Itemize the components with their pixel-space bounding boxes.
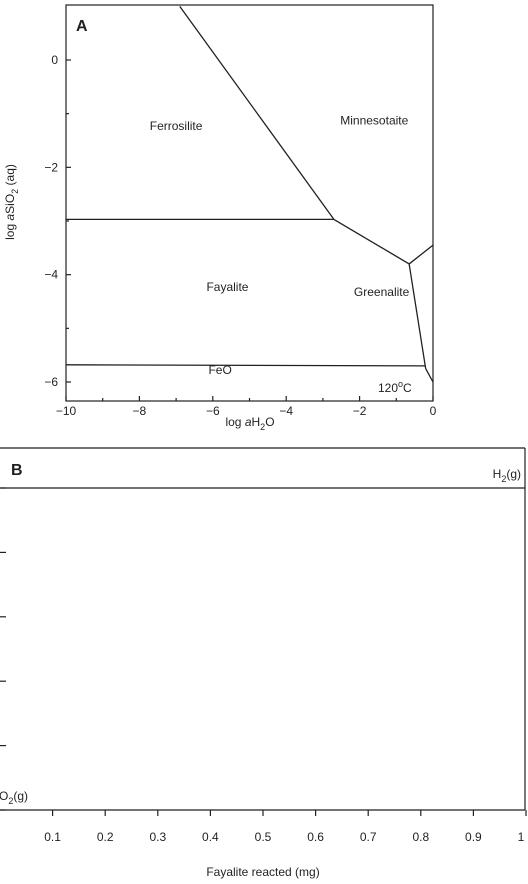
panel-b: 0.1 0.2 0.3 0.4 0.5 0.6 0.7 0.8 0.9 1 B H2(g) O2(… [0, 447, 527, 879]
panel-a-y-axis-title: log aSiO2 (aq) [3, 164, 20, 240]
panel-a-y-tick-label: −4 [44, 268, 58, 282]
panel-b-x-tick-label: 0.7 [360, 830, 377, 844]
panel-a-y-tick-label: −6 [44, 375, 58, 389]
panel-a-y-tick-label: 0 [51, 53, 58, 67]
panel-b-x-tick-label: 0.1 [44, 830, 61, 844]
panel-a-x-tick-label: −2 [353, 404, 367, 418]
panel-a-x-tick-label: −8 [133, 404, 147, 418]
panel-a-frame [65, 4, 434, 402]
panel-b-label: B [11, 462, 23, 479]
temperature-label: 120oC [378, 379, 412, 395]
panel-b-x-tick-label: 0.8 [412, 830, 429, 844]
field-label-feo: FeO [208, 363, 231, 377]
stability-boundary [408, 263, 427, 369]
panel-b-x-tick-label: 0.2 [97, 830, 114, 844]
h2-series-label: H2(g) [493, 467, 521, 484]
stability-boundary [179, 5, 335, 220]
o2-series-label: O2(g) [0, 789, 28, 806]
stability-boundary [408, 244, 434, 265]
panel-b-x-tick-label: 0.5 [255, 830, 272, 844]
panel-b-x-tick-label: 0.3 [149, 830, 166, 844]
panel-b-x-axis-title: Fayalite reacted (mg) [206, 865, 319, 879]
field-label-ferrosilite: Ferrosilite [150, 119, 203, 133]
field-label-minnesotaite: Minnesotaite [340, 113, 408, 127]
panel-a-label: A [76, 18, 88, 35]
panel-b-x-tick-label: 0.9 [465, 830, 482, 844]
panel-a: −10 −8 −6 −4 −2 0 −6 −4 −2 0 Ferrosilite Minnesot… [3, 4, 437, 432]
panel-a-y-tick-label: −2 [44, 160, 58, 174]
panel-a-x-tick-label: −10 [56, 404, 77, 418]
stability-boundary [65, 364, 426, 367]
panel-b-x-tick-label: 0.6 [307, 830, 324, 844]
panel-a-x-tick-label: −6 [206, 404, 220, 418]
panel-b-x-tick-label: 1 [518, 830, 525, 844]
field-label-greenalite: Greenalite [354, 285, 410, 299]
panel-b-x-tick-label: 0.4 [202, 830, 219, 844]
stability-boundary [425, 368, 434, 383]
stability-boundary [333, 218, 410, 265]
panel-a-x-tick-label: −4 [279, 404, 293, 418]
panel-a-x-tick-label: 0 [430, 404, 437, 418]
field-label-fayalite: Fayalite [206, 280, 248, 294]
panel-a-x-axis-title: log aH2O [225, 415, 274, 432]
